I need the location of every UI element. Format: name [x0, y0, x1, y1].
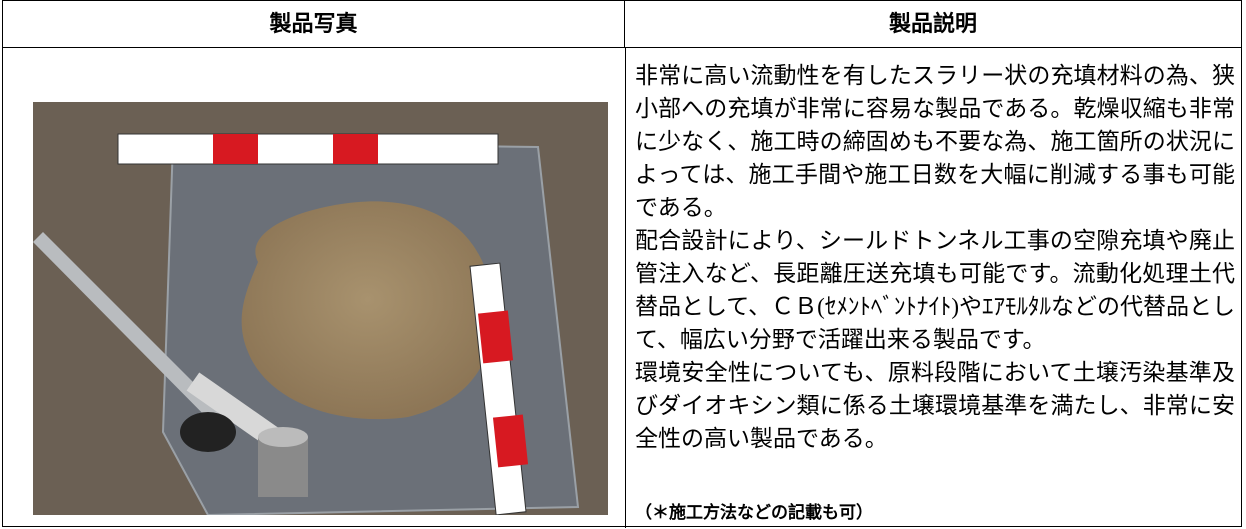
paragraph: 非常に高い流動性を有したスラリー状の充填材料の為、狭小部への充填が非常に容易な製… [635, 63, 1235, 220]
column-header: 製品説明 [625, 1, 1241, 48]
column-divider [625, 48, 626, 528]
product-photo [33, 102, 608, 515]
paragraph: 環境安全性についても、原料段階において土壌汚染基準及びダイオキシン類に係る土壌環… [635, 360, 1235, 451]
description: 非常に高い流動性を有したスラリー状の充填材料の為、狭小部への充填が非常に容易な製… [635, 59, 1235, 455]
column-header: 製品写真 [3, 1, 625, 48]
note: （＊施工方法などの記載も可） [635, 503, 873, 523]
paragraph: 配合設計により、シールドトンネル工事の空隙充填や廃止管注入など、長距離圧送充填も… [635, 228, 1235, 352]
